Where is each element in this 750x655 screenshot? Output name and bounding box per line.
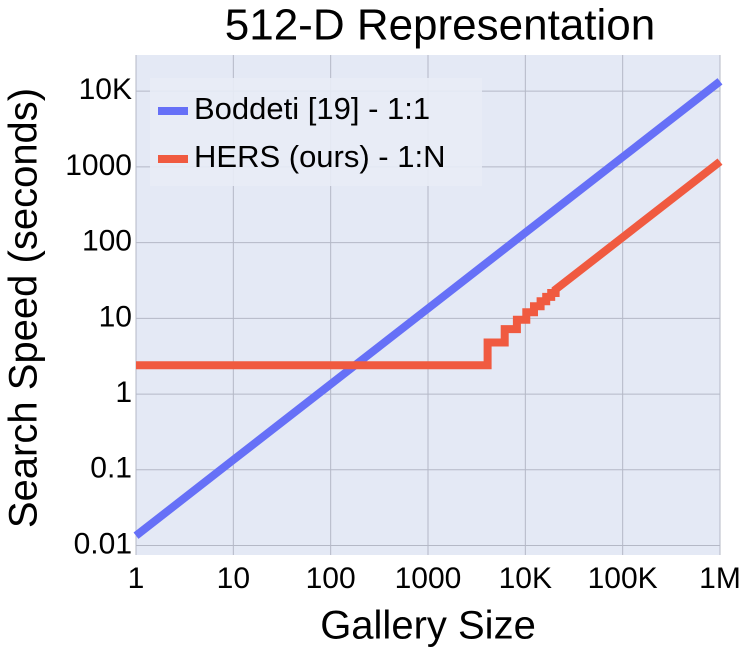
x-tick-label: 1 — [128, 562, 145, 595]
x-tick-label: 10 — [217, 562, 250, 595]
legend-label: HERS (ours) - 1:N — [194, 139, 445, 174]
x-tick-label: 10K — [499, 562, 552, 595]
series-line — [133, 78, 723, 539]
y-axis-label: Search Speed (seconds) — [2, 88, 46, 528]
y-tick-label: 1000 — [65, 149, 132, 182]
x-tick-label: 100 — [306, 562, 356, 595]
y-tick-label: 0.01 — [74, 527, 132, 560]
x-tick-label: 1M — [699, 562, 741, 595]
legend-label: Boddeti [19] - 1:1 — [194, 91, 430, 126]
y-tick-label: 0.1 — [90, 452, 132, 485]
legend-box — [150, 78, 482, 186]
y-tick-label: 100 — [82, 225, 132, 258]
series-line — [136, 158, 723, 370]
x-axis-label: Gallery Size — [320, 604, 536, 648]
x-tick-label: 100K — [588, 562, 658, 595]
y-tick-label: 10 — [99, 300, 132, 333]
chart-title: 512-D Representation — [225, 1, 655, 50]
y-tick-label: 10K — [79, 73, 132, 106]
x-tick-label: 1000 — [395, 562, 462, 595]
y-tick-label: 1 — [115, 376, 132, 409]
